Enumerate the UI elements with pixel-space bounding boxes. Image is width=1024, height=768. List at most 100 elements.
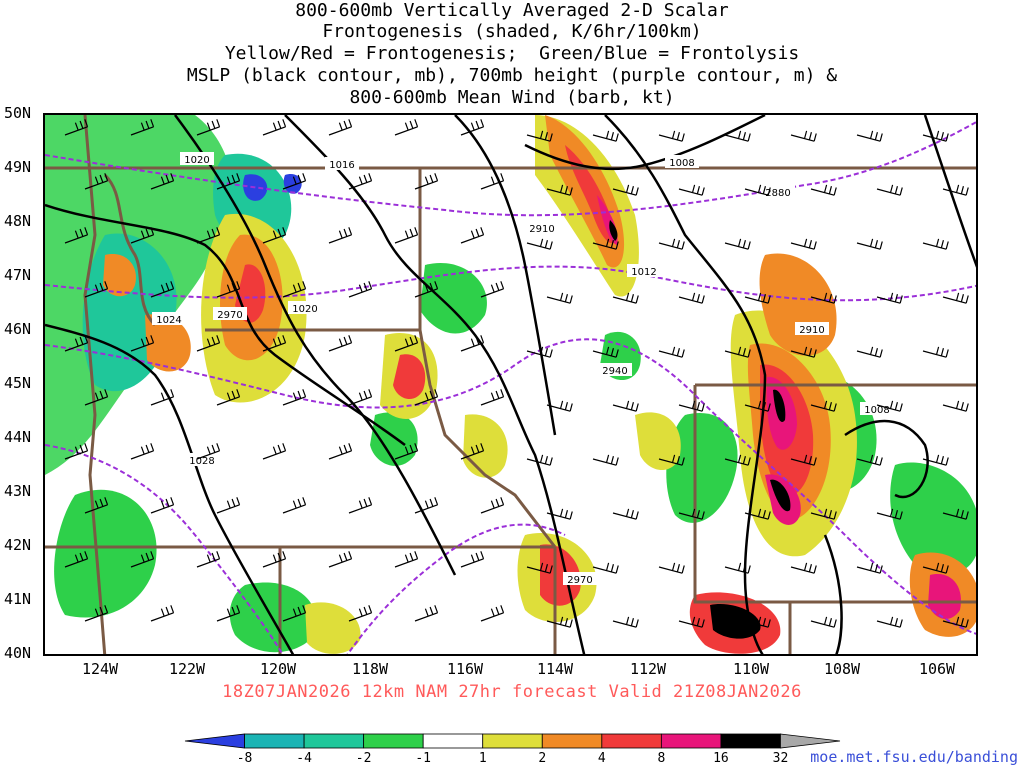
mslp-label: 1024 bbox=[156, 315, 181, 326]
wind-barb bbox=[724, 562, 751, 574]
wind-barb bbox=[526, 238, 553, 250]
wind-barb bbox=[196, 119, 221, 136]
wind-barb bbox=[480, 281, 505, 298]
lon-label: 124W bbox=[81, 660, 119, 678]
wind-barb bbox=[526, 346, 553, 358]
wind-barb bbox=[196, 443, 221, 460]
wind-barb bbox=[876, 184, 903, 196]
wind-barb bbox=[744, 508, 771, 520]
lat-label: 40N bbox=[4, 644, 32, 662]
wind-barb bbox=[856, 562, 883, 574]
wind-barb bbox=[394, 335, 419, 352]
wind-barb bbox=[612, 184, 639, 196]
wind-barb bbox=[876, 508, 903, 520]
colorbar-segment bbox=[660, 733, 722, 749]
lon-label: 106W bbox=[918, 660, 956, 678]
wind-barb bbox=[394, 443, 419, 460]
colorbar-tick-label: -1 bbox=[415, 751, 431, 766]
mslp-label: 1008 bbox=[864, 405, 889, 416]
wind-barb bbox=[262, 551, 287, 568]
wind-barb bbox=[460, 443, 485, 460]
height-label: 2910 bbox=[799, 325, 824, 336]
colorbar-tick-label: 1 bbox=[479, 751, 487, 766]
wind-barb bbox=[922, 346, 949, 358]
colorbar-segment bbox=[541, 733, 603, 749]
wind-barb bbox=[856, 238, 883, 250]
wind-barb bbox=[394, 227, 419, 244]
wind-barb bbox=[592, 346, 619, 358]
colorbar-tick-label: -4 bbox=[296, 751, 312, 766]
wind-barb bbox=[876, 292, 903, 304]
lat-label: 41N bbox=[4, 590, 32, 608]
wind-barb bbox=[790, 130, 817, 142]
wind-barb bbox=[328, 335, 353, 352]
wind-barb bbox=[612, 508, 639, 520]
wind-barb bbox=[876, 616, 903, 628]
lon-label: 110W bbox=[732, 660, 770, 678]
mslp-label: 1016 bbox=[329, 160, 354, 171]
map-title-line-3: Yellow/Red = Frontogenesis; Green/Blue =… bbox=[224, 43, 800, 64]
map-title-line-2: Frontogenesis (shaded, K/6hr/100km) bbox=[322, 21, 702, 42]
wind-barb bbox=[64, 119, 89, 136]
map-title-line-4: MSLP (black contour, mb), 700mb height (… bbox=[186, 65, 838, 86]
colorbar-segment bbox=[303, 733, 365, 749]
map-title-line-1: 800-600mb Vertically Averaged 2-D Scalar bbox=[295, 0, 729, 21]
colorbar-tick-label: -2 bbox=[356, 751, 372, 766]
forecast-run-info: 18Z07JAN2026 12km NAM 27hr forecast Vali… bbox=[222, 682, 802, 702]
mslp-label: 1012 bbox=[631, 267, 656, 278]
wind-barb bbox=[480, 605, 505, 622]
wind-barb bbox=[282, 173, 307, 190]
wind-barb bbox=[790, 454, 817, 466]
height-label: 2910 bbox=[529, 224, 554, 235]
wind-barb bbox=[150, 389, 175, 406]
mslp-label: 1020 bbox=[184, 155, 209, 166]
wind-barb bbox=[64, 551, 89, 568]
wind-barb bbox=[592, 562, 619, 574]
wind-barb bbox=[84, 497, 109, 514]
colorbar-tick-label: 8 bbox=[657, 751, 665, 766]
wind-barb bbox=[394, 119, 419, 136]
wind-barb bbox=[130, 443, 155, 460]
wind-barb bbox=[942, 616, 969, 628]
wind-barb bbox=[810, 508, 837, 520]
wind-barb bbox=[922, 454, 949, 466]
wind-barb bbox=[678, 616, 705, 628]
wind-barb bbox=[612, 616, 639, 628]
wind-barb bbox=[328, 119, 353, 136]
colorbar-tick-label: 4 bbox=[598, 751, 606, 766]
wind-barb bbox=[658, 238, 685, 250]
wind-barb bbox=[216, 281, 241, 298]
wind-barb bbox=[942, 184, 969, 196]
wind-barb bbox=[460, 119, 485, 136]
colorbar-segment bbox=[363, 733, 424, 749]
wind-barb bbox=[130, 227, 155, 244]
mslp-label: 1028 bbox=[189, 456, 214, 467]
wind-barb bbox=[810, 184, 837, 196]
colorbar-segment bbox=[720, 733, 781, 749]
wind-barb bbox=[856, 346, 883, 358]
wind-barb bbox=[328, 227, 353, 244]
wind-barb bbox=[262, 119, 287, 136]
wind-barb bbox=[546, 400, 573, 412]
wind-barb bbox=[414, 281, 439, 298]
wind-barb bbox=[130, 335, 155, 352]
wind-barb bbox=[526, 130, 553, 142]
lon-label: 112W bbox=[629, 660, 667, 678]
wind-barb bbox=[678, 184, 705, 196]
wind-barb bbox=[724, 130, 751, 142]
wind-barb bbox=[592, 238, 619, 250]
political-borders bbox=[45, 115, 976, 654]
wind-barb bbox=[216, 173, 241, 190]
map-title-line-5: 800-600mb Mean Wind (barb, kt) bbox=[349, 87, 675, 108]
wind-barb bbox=[414, 173, 439, 190]
lat-label: 42N bbox=[4, 536, 32, 554]
colorbar-tick-label: 32 bbox=[773, 751, 789, 766]
wind-barb bbox=[678, 292, 705, 304]
wind-barb bbox=[526, 454, 553, 466]
height-labels: 2880 2910 2970 2940 2910 2970 bbox=[213, 185, 829, 586]
height-label: 2970 bbox=[217, 310, 242, 321]
colorbar-tick-label: -8 bbox=[237, 751, 253, 766]
wind-barb bbox=[262, 335, 287, 352]
mslp-labels: 1020 1016 1008 1024 1020 1012 1028 1008 bbox=[152, 152, 894, 467]
colorbar-segment bbox=[601, 733, 662, 749]
